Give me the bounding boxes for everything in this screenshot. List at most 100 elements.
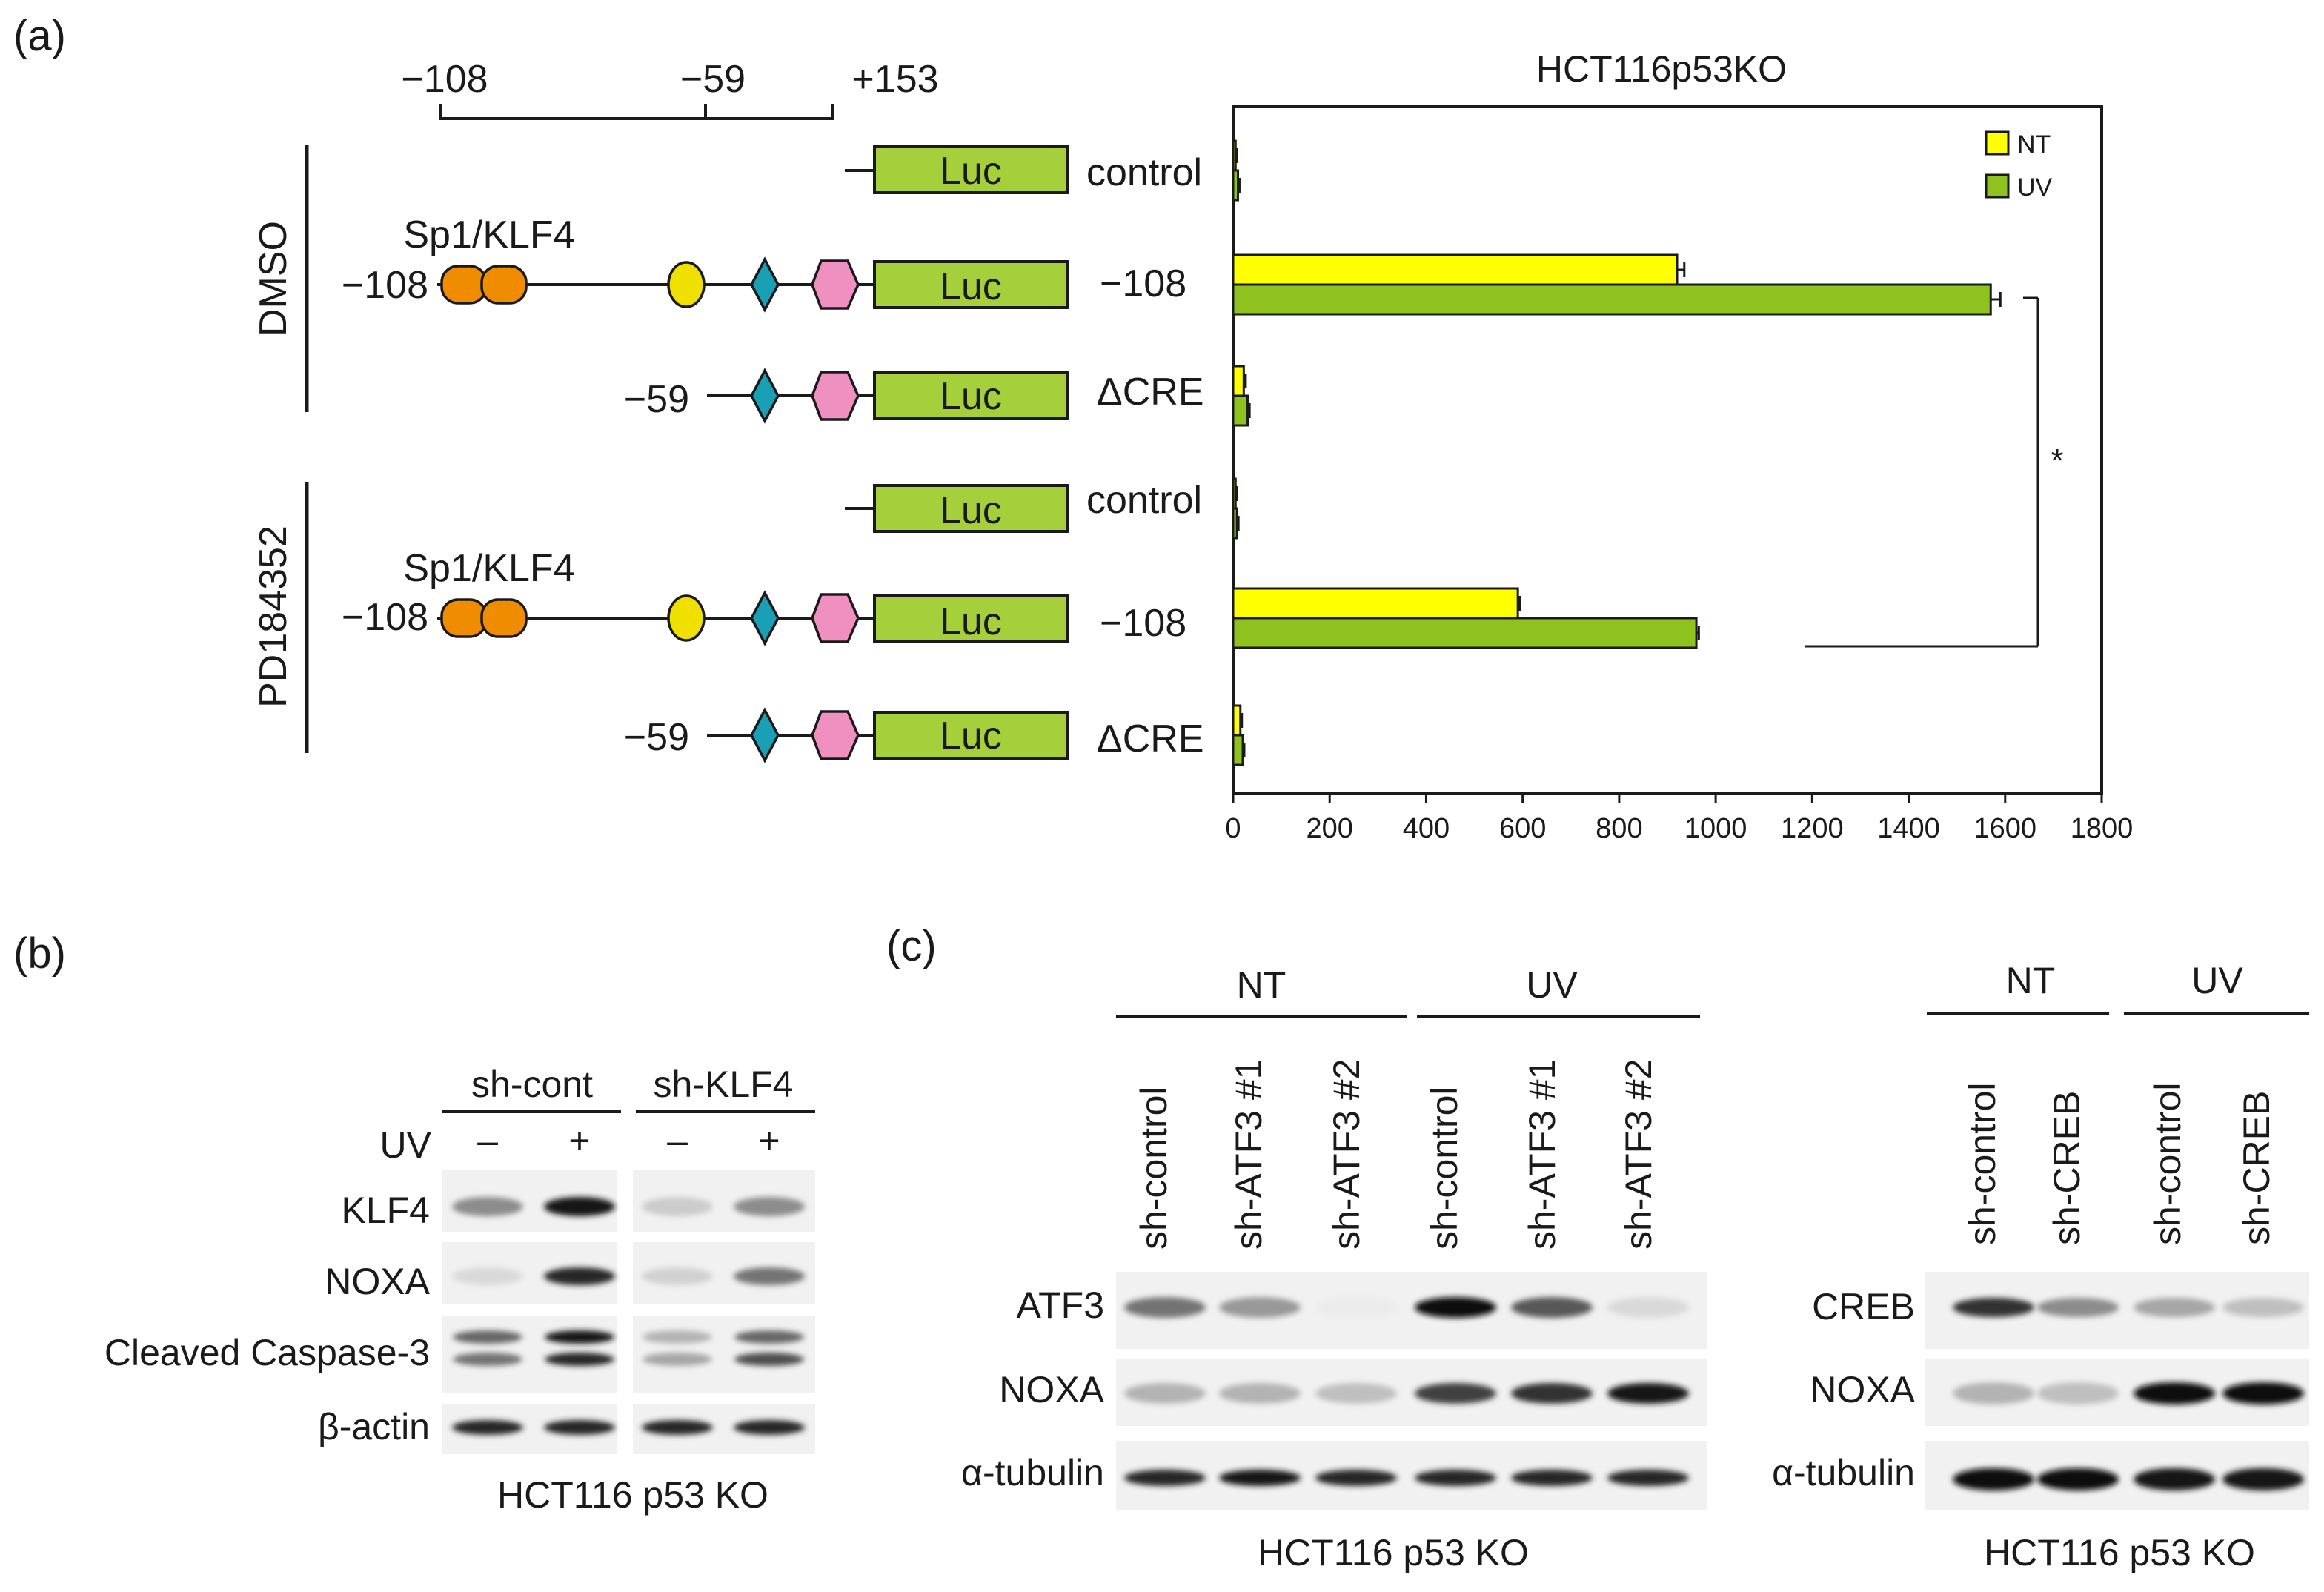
blot-strip-tubulin xyxy=(1116,1441,1707,1510)
band-atf3 xyxy=(1415,1297,1496,1318)
panel-c-right-blots xyxy=(1925,1272,2309,1510)
band-klf4 xyxy=(734,1197,805,1216)
lane-label: sh-ATF3 #2 xyxy=(1326,1059,1367,1250)
band-caspase3 xyxy=(643,1330,712,1344)
diamond-site xyxy=(750,369,780,422)
construct-dmso-108: −108 Sp1/KLF4 Luc xyxy=(342,213,1069,311)
group-label-sh-cont: sh-cont xyxy=(471,1064,593,1105)
panel-c-left-footer: HCT116 p53 KO xyxy=(1258,1532,1529,1573)
bar-nt-4 xyxy=(1232,587,1519,620)
row-label-alpha-tubulin: α-tubulin xyxy=(961,1452,1104,1493)
band-actin xyxy=(544,1420,615,1435)
band-creb xyxy=(1953,1298,2034,1317)
bar-uv-0 xyxy=(1232,169,1240,202)
x-tick-label: 1600 xyxy=(1974,813,2037,844)
panel-c-left-lane-labels: sh-control sh-ATF3 #1 sh-ATF3 #2 sh-control… xyxy=(1133,1059,1659,1250)
band-tubulin xyxy=(2222,1468,2304,1490)
panel-a-letter: (a) xyxy=(13,12,66,60)
x-tick-label: 600 xyxy=(1499,813,1546,844)
panel-c-left-blots xyxy=(1116,1272,1707,1510)
bar-nt-1 xyxy=(1232,253,1679,286)
x-tick-label: 1000 xyxy=(1684,813,1747,844)
lane-label: sh-ATF3 #1 xyxy=(1228,1059,1269,1250)
sp1-klf4-site xyxy=(440,265,528,305)
band-klf4 xyxy=(642,1197,713,1216)
x-tick-label: 400 xyxy=(1403,813,1450,844)
row-label-atf3: ATF3 xyxy=(1016,1284,1104,1326)
band-creb xyxy=(2134,1298,2215,1317)
row-label-dcre-1: ΔCRE xyxy=(1097,371,1204,414)
row-label-creb: CREB xyxy=(1812,1286,1915,1327)
band-creb xyxy=(2037,1298,2119,1317)
row-label-108-1: −108 xyxy=(1100,262,1186,305)
row-label-108-2: −108 xyxy=(1100,602,1186,645)
error-bar-uv-1 xyxy=(1991,292,2002,307)
luciferase-bar-chart: HCT116p53KO NT UV 0 200 400 600 800 1000 1200 1… xyxy=(1225,48,2133,844)
band-tubulin xyxy=(1124,1470,1206,1486)
band-tubulin xyxy=(1953,1468,2034,1490)
sp1-klf4-label: Sp1/KLF4 xyxy=(403,213,574,256)
band-noxa xyxy=(1607,1383,1689,1404)
band-tubulin xyxy=(1415,1470,1496,1486)
band-noxa xyxy=(1124,1383,1206,1404)
lane-label: sh-control xyxy=(1962,1082,2003,1245)
legend-swatch-uv xyxy=(1985,173,2010,199)
chart-legend: NT UV xyxy=(1985,130,2053,202)
band-actin xyxy=(452,1420,523,1435)
group-label-nt: NT xyxy=(1237,964,1286,1006)
lane-label: sh-control xyxy=(2147,1082,2188,1245)
group-label-sh-klf4: sh-KLF4 xyxy=(654,1064,794,1105)
row-label-noxa: NOXA xyxy=(999,1369,1104,1410)
construct-pd-control: Luc xyxy=(845,484,1069,533)
row-label-noxa: NOXA xyxy=(325,1261,430,1302)
lane-label: sh-CREB xyxy=(2046,1091,2088,1245)
position-scale: −108 −59 +153 xyxy=(401,58,939,120)
bar-nt-3 xyxy=(1232,477,1237,510)
band-noxa xyxy=(1511,1383,1593,1404)
band-noxa xyxy=(734,1267,805,1285)
sp1-klf4-label: Sp1/KLF4 xyxy=(403,547,574,590)
row-label-beta-actin: β-actin xyxy=(318,1406,430,1447)
x-tick-label: 1400 xyxy=(1877,813,1940,844)
band-noxa xyxy=(2037,1382,2119,1404)
panel-b-header: sh-cont sh-KLF4 UV – + – + xyxy=(380,1064,815,1166)
legend-swatch-nt xyxy=(1985,130,2010,156)
luc-label: Luc xyxy=(940,150,1002,193)
bar-uv-5 xyxy=(1232,734,1244,766)
blot-strip-atf3 xyxy=(1116,1272,1707,1349)
panel-c-right-header: NT UV xyxy=(1927,960,2309,1015)
x-tick-label: 800 xyxy=(1596,813,1642,844)
band-atf3 xyxy=(1607,1297,1689,1318)
band-tubulin xyxy=(2037,1468,2119,1490)
construct-dmso-59: −59 Luc xyxy=(624,369,1069,422)
band-noxa xyxy=(1953,1382,2034,1404)
row-label-noxa: NOXA xyxy=(1810,1369,1915,1410)
band-caspase3 xyxy=(453,1330,522,1344)
construct-pd-59: −59 Luc xyxy=(624,709,1069,762)
error-bar-nt-2 xyxy=(1244,374,1247,388)
panel-c-letter: (c) xyxy=(886,922,937,970)
construct-dmso-control: Luc xyxy=(845,145,1069,194)
panel-c-right-lane-labels: sh-control sh-CREB sh-control sh-CREB xyxy=(1962,1082,2277,1245)
hexagon-site xyxy=(811,259,860,310)
band-noxa xyxy=(2222,1382,2304,1404)
row-label-alpha-tubulin: α-tubulin xyxy=(1772,1452,1915,1493)
panel-c-right-footer: HCT116 p53 KO xyxy=(1984,1532,2255,1573)
x-tick-label: 1800 xyxy=(2071,813,2134,844)
uv-plus: + xyxy=(758,1120,780,1161)
lane-label: sh-control xyxy=(1424,1087,1465,1250)
hexagon-site xyxy=(811,593,860,643)
construct-start-label: −108 xyxy=(342,264,428,307)
bar-uv-2 xyxy=(1232,394,1249,427)
band-caspase3 xyxy=(545,1330,614,1344)
uv-label: UV xyxy=(380,1124,432,1166)
band-noxa xyxy=(1219,1383,1301,1404)
band-creb xyxy=(2222,1298,2304,1317)
band-tubulin xyxy=(1315,1470,1397,1486)
band-actin xyxy=(642,1420,713,1435)
band-noxa xyxy=(642,1267,713,1285)
row-label-cleaved-caspase-3: Cleaved Caspase-3 xyxy=(104,1332,430,1373)
construct-start-label: −108 xyxy=(342,596,428,639)
band-noxa xyxy=(1415,1383,1496,1404)
